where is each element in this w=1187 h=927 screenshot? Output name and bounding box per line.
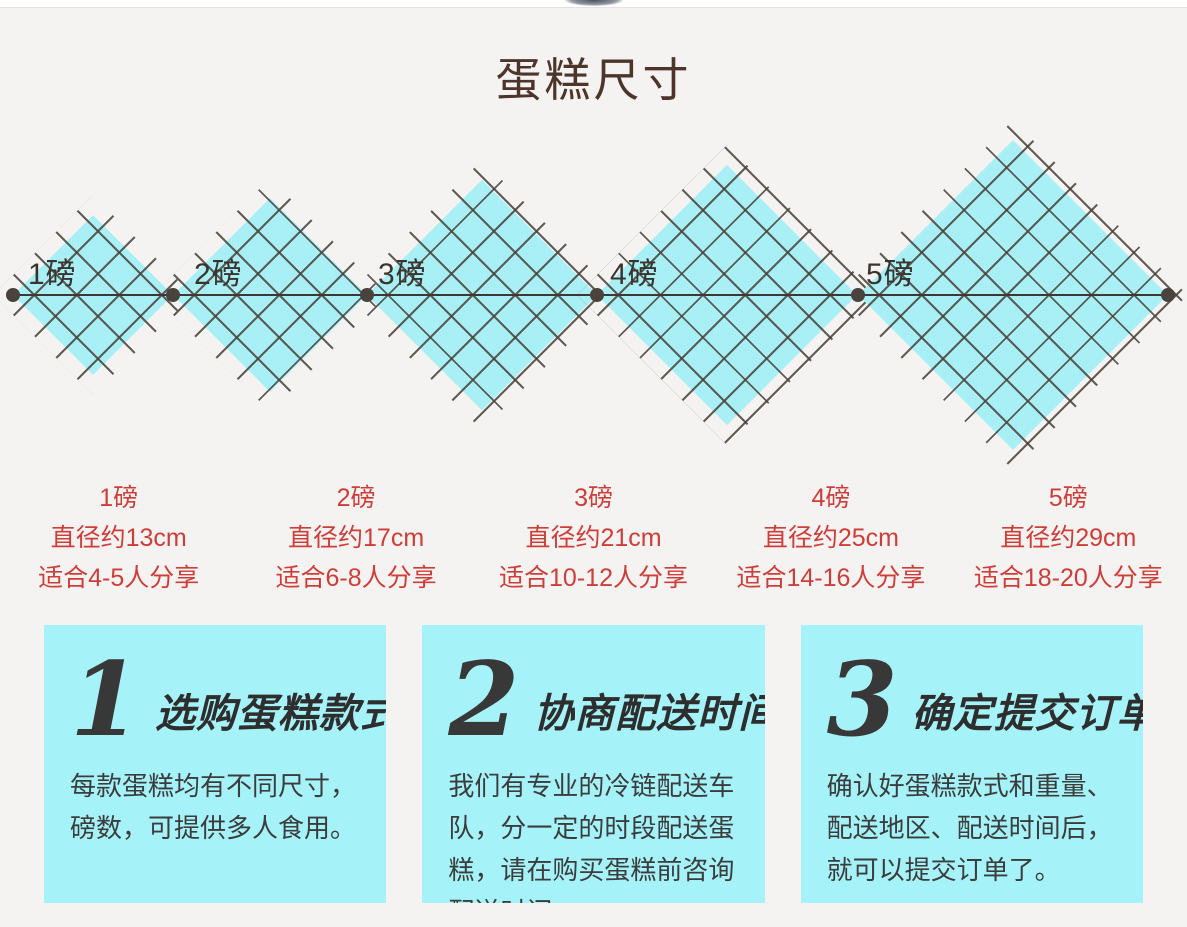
size-serving: 适合6-8人分享 — [275, 564, 437, 592]
step-heading: 选购蛋糕款式 — [154, 691, 387, 736]
size-desc-1: 1磅 直径约13cm 适合4-5人分享 — [0, 478, 237, 598]
step-box-3: 3 确定提交订单 确认好蛋糕款式和重量、配送地区、配送时间后，就可以提交订单了。 — [800, 625, 1143, 903]
size-desc-4: 4磅 直径约25cm 适合14-16人分享 — [712, 478, 949, 598]
size-name: 1磅 — [99, 484, 139, 512]
step-number: 2 — [448, 640, 520, 760]
order-steps: 1 选购蛋糕款式 每款蛋糕均有不同尺寸，磅数，可提供多人食用。 2 协商配送时间… — [44, 625, 1143, 903]
pound-label-2: 2磅 — [194, 258, 243, 291]
axis-dot — [6, 288, 20, 302]
size-desc-2: 2磅 直径约17cm 适合6-8人分享 — [237, 478, 474, 598]
size-name: 5磅 — [1048, 484, 1088, 512]
top-bar — [0, 0, 1187, 8]
axis-dot — [851, 288, 865, 302]
axis-dot — [1161, 288, 1175, 302]
axis-dot — [590, 288, 604, 302]
step-box-1: 1 选购蛋糕款式 每款蛋糕均有不同尺寸，磅数，可提供多人食用。 — [44, 625, 387, 903]
size-diameter: 直径约21cm — [525, 524, 662, 552]
size-serving: 适合14-16人分享 — [736, 564, 926, 592]
step-header: 3 确定提交订单 — [826, 640, 1143, 760]
step-number: 3 — [826, 640, 898, 760]
size-name: 4磅 — [811, 484, 851, 512]
page-title: 蛋糕尺寸 — [495, 54, 692, 106]
size-name: 3磅 — [574, 484, 613, 512]
step-number: 1 — [70, 640, 141, 760]
step-body: 我们有专业的冷链配送车队，分一定的时段配送蛋糕，请在购买蛋糕前咨询配送时间。 — [448, 770, 735, 903]
size-desc-5: 5磅 直径约29cm 适合18-20人分享 — [950, 478, 1187, 598]
pound-label-4: 4磅 — [610, 258, 659, 291]
badge-arc-icon — [564, 0, 623, 6]
step-box-2: 2 协商配送时间 我们有专业的冷链配送车队，分一定的时段配送蛋糕，请在购买蛋糕前… — [422, 625, 765, 903]
step-body: 每款蛋糕均有不同尺寸，磅数，可提供多人食用。 — [70, 770, 357, 843]
size-diameter: 直径约29cm — [1000, 524, 1137, 552]
size-desc-3: 3磅 直径约21cm 适合10-12人分享 — [475, 478, 712, 598]
pound-label-3: 3磅 — [378, 258, 427, 291]
size-serving: 适合10-12人分享 — [499, 564, 688, 592]
axis-dot — [166, 288, 180, 302]
step-header: 2 协商配送时间 — [448, 640, 764, 760]
pound-label-1: 1磅 — [28, 258, 77, 291]
step-heading: 确定提交订单 — [911, 691, 1143, 736]
size-name: 2磅 — [336, 484, 376, 512]
step-heading: 协商配送时间 — [533, 691, 765, 736]
size-diameter: 直径约17cm — [288, 524, 425, 552]
size-serving: 适合4-5人分享 — [38, 564, 200, 592]
step-body: 确认好蛋糕款式和重量、配送地区、配送时间后，就可以提交订单了。 — [826, 770, 1113, 885]
pound-label-5: 5磅 — [866, 258, 915, 291]
axis-dot — [360, 288, 374, 302]
size-diagram: 1磅 2磅 3磅 4磅 5磅 — [0, 120, 1187, 470]
step-header: 1 选购蛋糕款式 — [70, 640, 386, 760]
size-diameter: 直径约25cm — [762, 524, 899, 552]
size-serving: 适合18-20人分享 — [973, 564, 1163, 592]
size-descriptions: 1磅 直径约13cm 适合4-5人分享 2磅 直径约17cm 适合6-8人分享 … — [0, 478, 1187, 598]
size-diameter: 直径约13cm — [50, 524, 187, 552]
